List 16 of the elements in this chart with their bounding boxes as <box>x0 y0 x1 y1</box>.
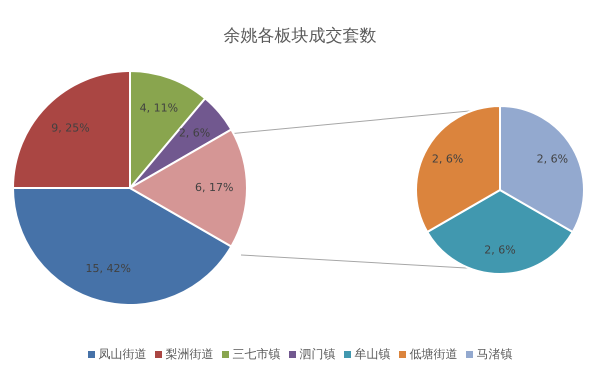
legend-label: 梨洲街道 <box>166 346 214 363</box>
legend-label: 泗门镇 <box>300 346 336 363</box>
legend-label: 低塘街道 <box>410 346 458 363</box>
data-label: 9, 25% <box>51 121 90 134</box>
chart-title: 余姚各板块成交套数 <box>222 25 378 47</box>
legend-label: 凤山街道 <box>98 346 146 363</box>
legend-label: 三七市镇 <box>232 346 280 363</box>
data-label: 2, 6% <box>484 243 516 256</box>
data-label: 2, 6% <box>178 126 210 140</box>
data-label: 2, 6% <box>536 152 568 166</box>
legend-label: 牟山镇 <box>354 346 390 363</box>
data-label: 15, 42% <box>85 262 131 276</box>
data-label: 6, 17% <box>195 180 234 194</box>
data-label: 2, 6% <box>432 152 464 166</box>
legend-label: 马渚镇 <box>476 346 512 363</box>
data-label: 4, 11% <box>140 102 178 115</box>
